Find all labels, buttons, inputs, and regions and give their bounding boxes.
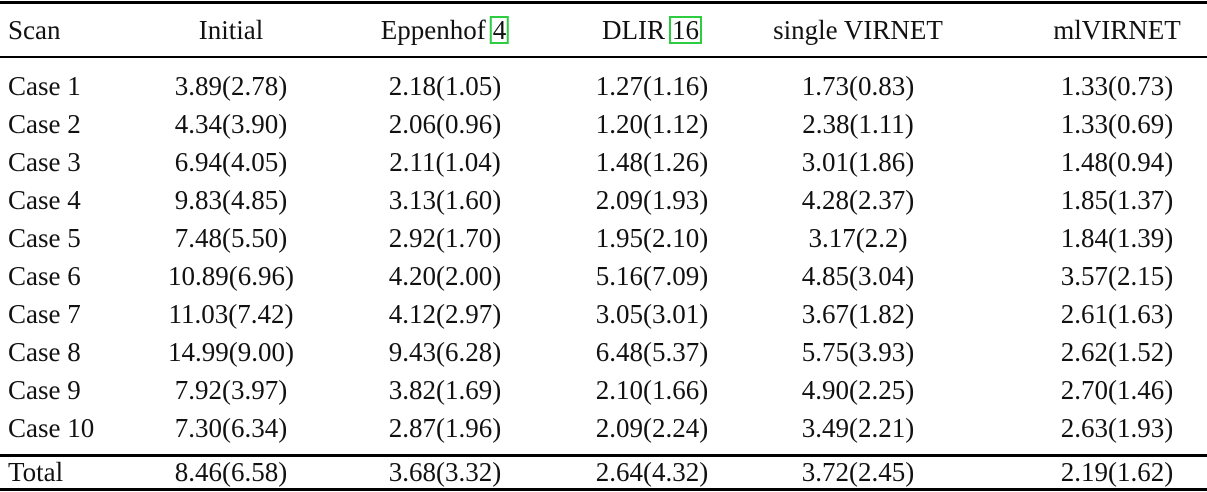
value-cell: 14.99(9.00) (168, 337, 294, 367)
value-cell: 3.13(1.60) (388, 185, 502, 215)
top-rule (0, 1, 1207, 4)
value-cell: 1.73(0.83) (801, 71, 915, 101)
value-cell: 5.75(3.93) (801, 337, 915, 367)
header-rule (0, 56, 1207, 58)
header-cell: mlVIRNET (1053, 15, 1181, 45)
value-cell: 2.06(0.96) (388, 109, 502, 139)
header-cell: DLIR 16 (602, 15, 702, 45)
value-cell: 2.09(1.93) (595, 185, 709, 215)
value-cell: 3.89(2.78) (174, 71, 288, 101)
value-cell: 7.48(5.50) (174, 223, 288, 253)
row-label: Case 5 (8, 223, 81, 253)
value-cell: 2.11(1.04) (389, 147, 501, 177)
header-label: Initial (198, 15, 264, 45)
row-label: Case 6 (8, 261, 81, 291)
value-cell: 2.70(1.46) (1060, 375, 1174, 405)
value-cell: 3.67(1.82) (801, 299, 915, 329)
row-label: Case 9 (8, 375, 81, 405)
row-label: Case 3 (8, 147, 81, 177)
value-cell: 6.94(4.05) (174, 147, 288, 177)
header-cell: Eppenhof 4 (380, 15, 510, 45)
value-cell: 2.10(1.66) (595, 375, 709, 405)
header-cell: Initial (199, 15, 263, 45)
value-cell: 1.48(0.94) (1060, 147, 1174, 177)
value-cell: 2.62(1.52) (1060, 337, 1174, 367)
value-cell: 1.48(1.26) (595, 147, 709, 177)
value-cell: 1.33(0.73) (1060, 71, 1174, 101)
total-cell: 3.68(3.32) (388, 457, 502, 487)
value-cell: 3.49(2.21) (801, 413, 915, 443)
header-label: mlVIRNET (1053, 15, 1181, 45)
value-cell: 6.48(5.37) (595, 337, 709, 367)
bottom-rule (0, 488, 1207, 491)
value-cell: 1.20(1.12) (595, 109, 709, 139)
value-cell: 1.27(1.16) (595, 71, 709, 101)
value-cell: 1.33(0.69) (1060, 109, 1174, 139)
header-cell: Scan (8, 15, 60, 45)
value-cell: 9.43(6.28) (388, 337, 502, 367)
citation: 4 (489, 16, 510, 44)
value-cell: 3.05(3.01) (595, 299, 709, 329)
value-cell: 9.83(4.85) (174, 185, 288, 215)
citation: 16 (669, 16, 702, 44)
value-cell: 1.85(1.37) (1060, 185, 1174, 215)
value-cell: 7.92(3.97) (174, 375, 288, 405)
row-label: Case 1 (8, 71, 81, 101)
total-cell: 2.64(4.32) (595, 457, 709, 487)
value-cell: 4.90(2.25) (801, 375, 915, 405)
header-cell: single VIRNET (773, 15, 943, 45)
total-label: Total (8, 457, 64, 487)
header-label: single VIRNET (773, 15, 943, 45)
total-cell: 8.46(6.58) (174, 457, 288, 487)
value-cell: 11.03(7.42) (168, 299, 294, 329)
header-label: Scan (8, 15, 61, 45)
total-rule (0, 454, 1207, 457)
value-cell: 3.57(2.15) (1060, 261, 1174, 291)
value-cell: 4.20(2.00) (388, 261, 502, 291)
value-cell: 2.92(1.70) (388, 223, 502, 253)
value-cell: 1.95(2.10) (595, 223, 709, 253)
value-cell: 4.12(2.97) (388, 299, 502, 329)
value-cell: 5.16(7.09) (595, 261, 709, 291)
row-label: Case 4 (8, 185, 81, 215)
value-cell: 2.18(1.05) (388, 71, 502, 101)
header-label: DLIR (602, 15, 665, 45)
row-label: Case 2 (8, 109, 81, 139)
value-cell: 2.38(1.11) (802, 109, 914, 139)
value-cell: 4.85(3.04) (801, 261, 915, 291)
value-cell: 7.30(6.34) (174, 413, 288, 443)
header-label: Eppenhof (380, 15, 486, 45)
row-label: Case 7 (8, 299, 81, 329)
value-cell: 2.87(1.96) (388, 413, 502, 443)
row-label: Case 8 (8, 337, 81, 367)
row-label: Case 10 (8, 413, 95, 443)
value-cell: 2.63(1.93) (1060, 413, 1174, 443)
value-cell: 3.01(1.86) (801, 147, 915, 177)
total-cell: 2.19(1.62) (1060, 457, 1174, 487)
total-cell: 3.72(2.45) (801, 457, 915, 487)
value-cell: 1.84(1.39) (1060, 223, 1174, 253)
value-cell: 3.17(2.2) (808, 223, 908, 253)
value-cell: 3.82(1.69) (388, 375, 502, 405)
value-cell: 4.28(2.37) (801, 185, 915, 215)
value-cell: 2.61(1.63) (1060, 299, 1174, 329)
value-cell: 4.34(3.90) (174, 109, 288, 139)
value-cell: 10.89(6.96) (168, 261, 294, 291)
value-cell: 2.09(2.24) (595, 413, 709, 443)
